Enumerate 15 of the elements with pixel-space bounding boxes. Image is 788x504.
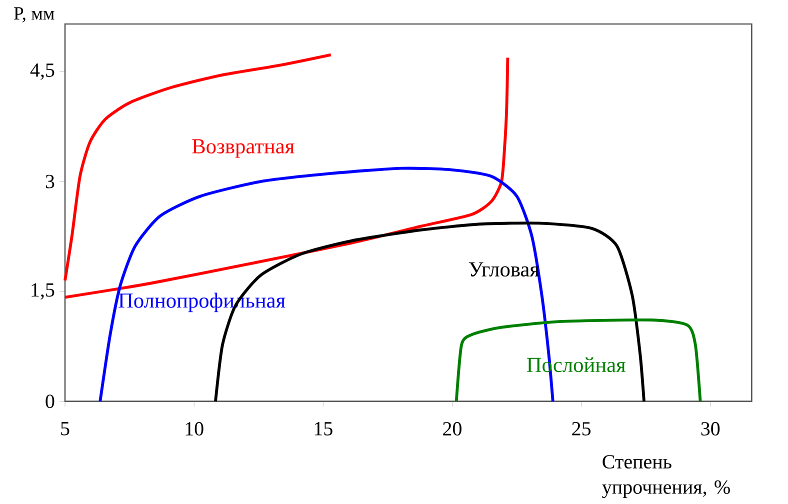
line-series bbox=[454, 318, 702, 403]
x-tick-label: 30 bbox=[701, 422, 720, 436]
x-tick-label: 5 bbox=[61, 422, 70, 436]
line-series bbox=[64, 53, 332, 282]
x-axis-title: Степень упрочнения, % bbox=[602, 455, 730, 498]
y-tick-label: 4,5 bbox=[30, 64, 54, 80]
y-axis-title: P, мм bbox=[14, 7, 54, 22]
x-tick-label: 25 bbox=[572, 422, 591, 436]
y-tick-label: 1,5 bbox=[32, 283, 54, 300]
x-tick-label: 10 bbox=[186, 422, 204, 436]
x-tick-label: 20 bbox=[443, 422, 462, 436]
y-tick-label: 3 bbox=[46, 174, 54, 188]
text: Возвратная bbox=[192, 139, 294, 158]
y-tick-label: 0 bbox=[46, 394, 54, 408]
x-tick-label: 15 bbox=[314, 422, 332, 436]
